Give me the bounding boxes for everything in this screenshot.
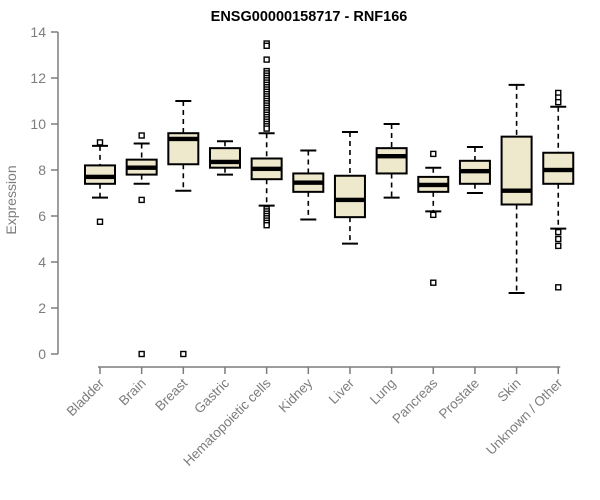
outlier-point — [555, 98, 562, 106]
box-skin — [500, 83, 533, 295]
median-line — [501, 188, 532, 193]
box-lung — [375, 123, 408, 199]
median-line — [168, 136, 199, 142]
x-tick-label-bladder: Bladder — [64, 375, 108, 419]
box-rect — [500, 135, 533, 206]
outlier-point — [138, 132, 145, 139]
box-breast — [167, 100, 200, 358]
x-tick-label-brain: Brain — [116, 376, 149, 409]
median-line — [459, 168, 490, 174]
y-tick-label: 12 — [30, 70, 46, 86]
x-tick-label-gastric: Gastric — [191, 375, 232, 416]
y-tick-label: 0 — [38, 346, 46, 362]
x-tick-label-lung: Lung — [367, 376, 399, 408]
outlier-point — [96, 139, 104, 146]
outlier-point — [555, 242, 562, 250]
y-tick-label: 6 — [38, 208, 46, 224]
outlier-point — [430, 279, 437, 286]
y-tick-label: 10 — [30, 116, 46, 132]
x-tick-label-prostate: Prostate — [436, 376, 482, 422]
outlier-point — [180, 350, 187, 358]
box-rect — [84, 164, 116, 185]
outlier-point — [555, 228, 562, 236]
outlier-point — [263, 221, 270, 229]
box-pancreas — [417, 150, 450, 286]
box-unknown-other — [542, 89, 575, 291]
x-tick-label-unknown-other: Unknown / Other — [483, 375, 566, 458]
outlier-point — [555, 235, 562, 243]
box-rect — [333, 174, 366, 219]
y-tick-label: 8 — [38, 162, 46, 178]
y-axis-label: Expression — [3, 165, 19, 234]
box-gastric — [208, 140, 241, 176]
box-prostate — [458, 146, 491, 194]
y-tick-label: 2 — [38, 300, 46, 316]
box-liver — [333, 131, 366, 245]
outlier-point — [430, 150, 437, 158]
x-tick-label-pancreas: Pancreas — [389, 375, 440, 426]
outlier-point — [138, 350, 145, 358]
median-line — [251, 166, 282, 172]
box-brain — [125, 132, 158, 358]
x-tick-label-kidney: Kidney — [276, 375, 316, 415]
median-line — [543, 167, 574, 173]
outlier-point — [138, 196, 145, 204]
median-line — [126, 165, 157, 170]
x-tick-label-breast: Breast — [152, 375, 190, 413]
median-line — [334, 197, 365, 203]
y-tick-label: 4 — [38, 254, 46, 270]
box-bladder — [84, 139, 116, 225]
median-line — [85, 174, 115, 180]
median-line — [293, 180, 324, 185]
chart-title: ENSG00000158717 - RNF166 — [211, 9, 408, 25]
outlier-point — [263, 125, 270, 132]
y-tick-label: 14 — [30, 24, 46, 40]
box-hematopoietic-cells — [250, 40, 283, 229]
median-line — [209, 159, 240, 165]
x-tick-label-liver: Liver — [326, 375, 358, 407]
box-kidney — [292, 149, 325, 221]
median-line — [376, 154, 407, 159]
outlier-point — [96, 218, 104, 225]
median-line — [418, 182, 449, 188]
outlier-point — [555, 284, 562, 291]
x-tick-label-skin: Skin — [495, 376, 524, 405]
outlier-point — [263, 42, 270, 49]
box-rect — [375, 147, 408, 175]
box-rect — [208, 147, 241, 169]
outlier-point — [263, 56, 270, 63]
outlier-point — [430, 211, 437, 219]
